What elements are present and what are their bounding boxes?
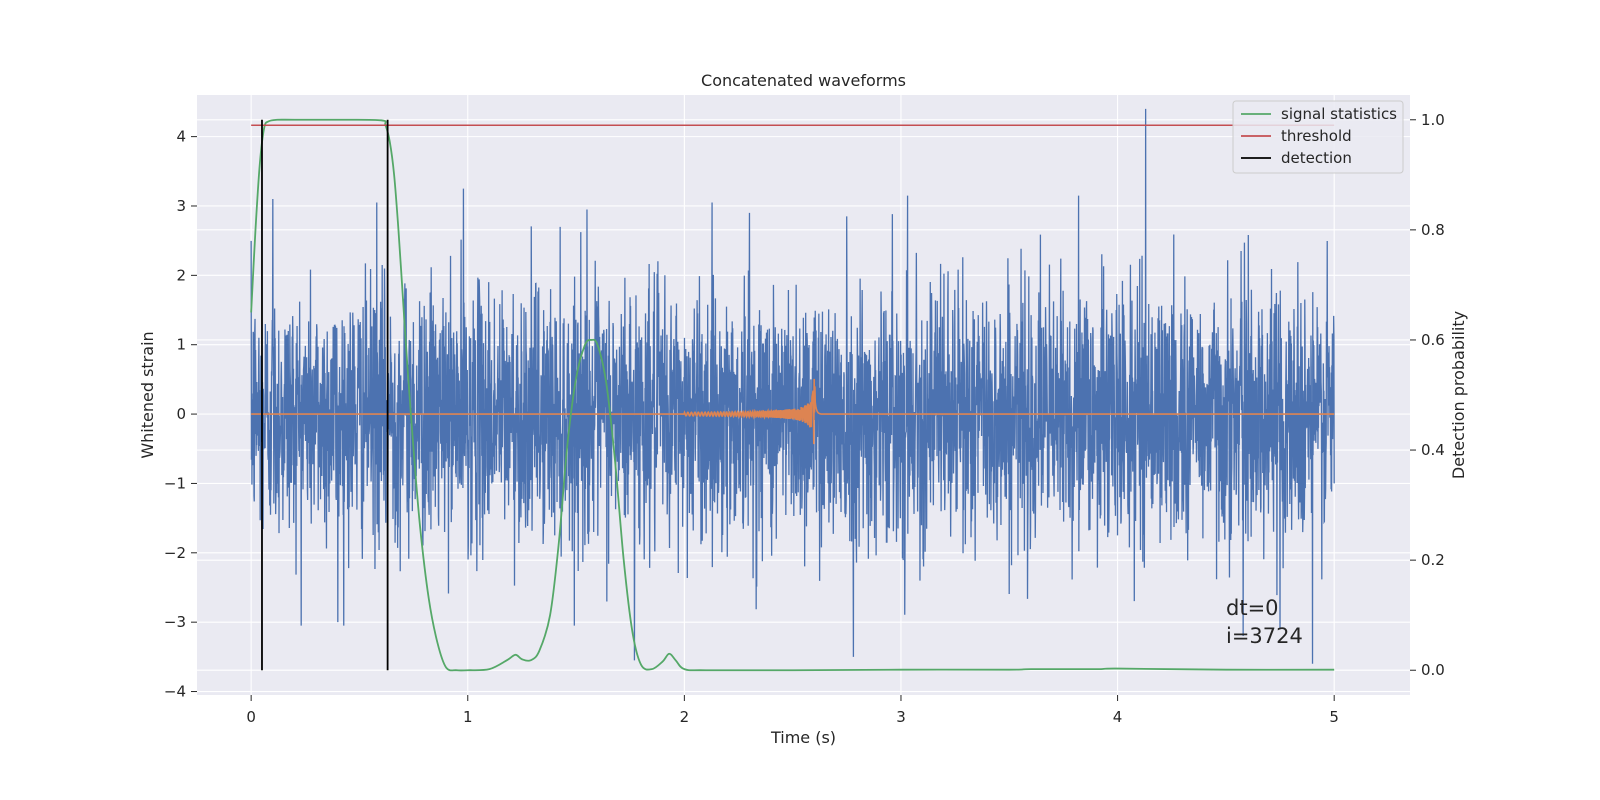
y-tick-label: −3 — [164, 613, 186, 631]
y-tick-label: −4 — [164, 683, 186, 701]
x-tick-label: 1 — [463, 708, 473, 726]
y-tick-label: −2 — [164, 544, 186, 562]
y-tick-label: 3 — [176, 197, 186, 215]
y-axis-label: Whitened strain — [138, 331, 157, 458]
legend: signal statistics threshold detection — [1232, 100, 1404, 174]
legend-box — [1232, 100, 1404, 174]
x-axis-label: Time (s) — [770, 728, 836, 747]
y2-tick-label: 0.0 — [1421, 661, 1445, 679]
y2-tick-label: 0.2 — [1421, 551, 1445, 569]
x-tick-label: 0 — [246, 708, 256, 726]
y2-tick-label: 0.8 — [1421, 221, 1445, 239]
x-tick-label: 5 — [1329, 708, 1339, 726]
y2-tick-label: 0.6 — [1421, 331, 1445, 349]
strain-line — [250, 108, 1335, 664]
y-tick-label: 1 — [176, 336, 186, 354]
legend-entries: signal statistics threshold detection — [1241, 105, 1397, 167]
y2-tick-label: 1.0 — [1421, 111, 1445, 129]
y-tick-label: 0 — [176, 405, 186, 423]
annotation-dt: dt=0 — [1226, 596, 1279, 620]
y2-tick-label: 0.4 — [1421, 441, 1445, 459]
chart-title: Concatenated waveforms — [701, 71, 906, 90]
waveform-line — [251, 378, 1335, 445]
series-layer — [250, 108, 1335, 672]
y2-axis-label: Detection probability — [1449, 311, 1468, 479]
ticks-layer: 0 1 2 3 4 5 −4 −3 −2 −1 0 1 2 3 4 0.0 0.2 0.4 0.6 0.8 1.0 — [164, 111, 1445, 726]
annotation-index: i=3724 — [1226, 624, 1303, 648]
legend-entry-label: threshold — [1281, 127, 1352, 145]
x-tick-label: 2 — [680, 708, 690, 726]
legend-entry-label: signal statistics — [1281, 105, 1397, 123]
legend-entry-label: detection — [1281, 149, 1352, 167]
y-tick-label: 2 — [176, 266, 186, 284]
x-tick-label: 4 — [1113, 708, 1123, 726]
y-tick-label: 4 — [176, 128, 186, 146]
x-tick-label: 3 — [896, 708, 906, 726]
y-tick-label: −1 — [164, 474, 186, 492]
